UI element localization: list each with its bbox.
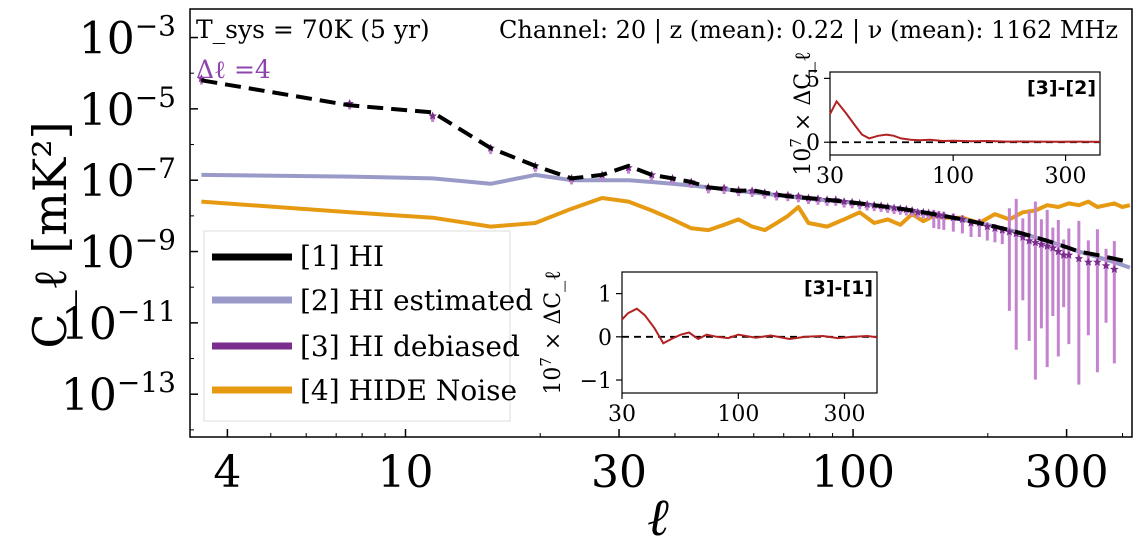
inset-y-tick-label: 0: [806, 131, 820, 156]
inset-y-tick-label: 1: [598, 283, 612, 308]
channel-annotation: Channel: 20 | z (mean): 0.22 | ν (mean):…: [499, 16, 1118, 45]
delta-ell-annotation: Δℓ =4: [196, 55, 271, 84]
inset-difference-line: [621, 307, 878, 345]
inset-x-tick-label: 100: [932, 164, 974, 189]
inset-x-tick-label: 30: [608, 402, 636, 427]
debiased-point: [934, 210, 944, 219]
debiased-point: [1084, 257, 1093, 266]
y-tick-label: 10−5: [79, 81, 176, 136]
debiased-point: [958, 214, 967, 224]
y-tick-label: 10−7: [79, 152, 176, 207]
hide-noise-line: [201, 196, 1131, 233]
inset-y-tick-label: 0: [598, 326, 612, 351]
debiased-point: [1110, 264, 1119, 273]
debiased-point: [1024, 236, 1034, 245]
y-tick-label: 10−11: [61, 295, 176, 350]
debiased-point: [1101, 261, 1111, 270]
debiased-point: [428, 111, 437, 120]
inset-y-tick-label: 5: [806, 67, 820, 92]
legend-label-hi-debiased: [3] HI debiased: [300, 330, 520, 363]
debiased-point: [839, 197, 849, 206]
debiased-point: [1031, 238, 1040, 247]
inset-x-tick-label: 300: [823, 402, 865, 427]
y-tick-label: 10−9: [79, 224, 176, 279]
legend-label-hide-noise: [4] HIDE Noise: [300, 374, 517, 407]
tsys-annotation: T_sys = 70K (5 yr): [196, 15, 430, 44]
debiased-point: [1074, 254, 1084, 263]
debiased-point: [1059, 250, 1068, 259]
y-axis-label: C_ℓ [mK²]: [23, 121, 77, 348]
inset-frame: [621, 271, 878, 394]
inset-tag: [3]-[2]: [1027, 77, 1096, 99]
inset-x-tick-label: 100: [717, 402, 759, 427]
debiased-point: [1037, 239, 1046, 248]
inset-x-tick-label: 300: [1045, 164, 1087, 189]
debiased-point: [983, 222, 992, 231]
debiased-point: [1042, 241, 1052, 250]
inset-y-tick-label: −1: [580, 369, 612, 394]
debiased-point: [1018, 232, 1028, 241]
debiased-point: [1054, 247, 1063, 256]
debiased-point: [813, 194, 823, 203]
debiased-point: [862, 200, 872, 209]
debiased-point: [1005, 227, 1014, 236]
legend: [1] HI [2] HI estimated [3] HI debiased …: [203, 230, 533, 422]
debiased-point: [1048, 243, 1058, 252]
x-tick-label: 100: [811, 447, 895, 498]
debiased-point: [1093, 257, 1102, 266]
inset-tag: [3]-[1]: [804, 277, 873, 299]
debiased-point: [794, 191, 803, 200]
x-tick-label: 300: [1025, 447, 1109, 498]
debiased-point: [913, 207, 922, 216]
inset-x-tick-label: 30: [816, 164, 844, 189]
x-tick-label: 4: [213, 447, 241, 498]
inset-y-axis-label: 107 × ΔC_ℓ: [537, 270, 566, 394]
legend-label-hi-estimated: [2] HI estimated: [300, 284, 533, 317]
hi-line: [201, 78, 1131, 265]
inset-difference-line: [829, 99, 1101, 143]
debiased-point: [889, 203, 899, 212]
x-axis-label: ℓ: [647, 488, 669, 548]
inset-y-axis-label: 107 × ΔC_ℓ: [787, 51, 816, 175]
inset-3-minus-1: 30 100 300 −1 0 1 [3]-[1] 107 × ΔC_ℓ: [537, 270, 878, 427]
y-tick-label: 10−3: [79, 10, 176, 65]
x-tick-label: 10: [377, 447, 433, 498]
x-tick-label: 30: [591, 447, 647, 498]
legend-label-hi: [1] HI: [300, 240, 384, 273]
debiased-point: [1064, 250, 1074, 259]
y-tick-label: 10−13: [61, 366, 176, 421]
inset-3-minus-2: 30 100 300 0 5 [3]-[2] 107 × ΔC_ℓ: [787, 51, 1101, 189]
